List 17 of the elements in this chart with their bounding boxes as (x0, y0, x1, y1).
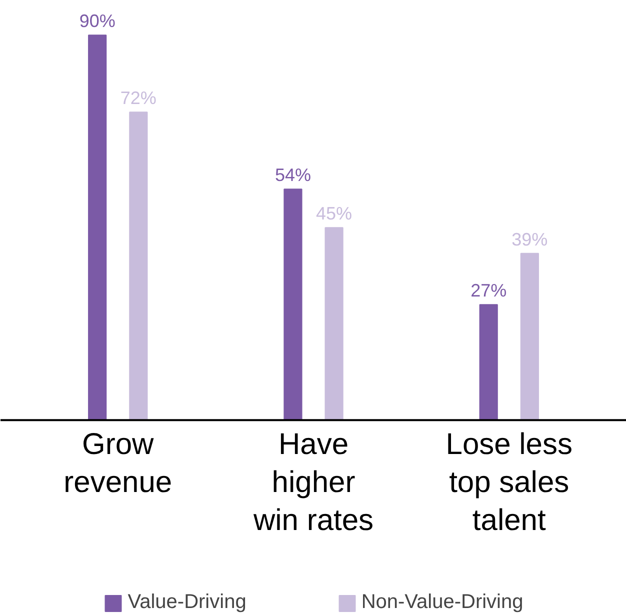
bar (479, 304, 498, 421)
data-label: 39% (512, 229, 548, 250)
data-label: 90% (79, 11, 116, 32)
legend-label: Value-Driving (128, 591, 246, 614)
legend-label: Non-Value-Driving (361, 591, 524, 614)
bar (324, 227, 344, 421)
data-label: 54% (274, 165, 311, 186)
data-label: 45% (316, 204, 352, 224)
x-tick-label: Have higher win rates (252, 428, 374, 538)
x-tick-label: Grow revenue (64, 428, 172, 500)
bar (520, 252, 539, 421)
bar (88, 34, 107, 421)
x-tick-label: Lose less top sales talent (446, 428, 573, 538)
data-label: 72% (120, 88, 156, 108)
data-label: 27% (470, 280, 507, 301)
bar (284, 188, 302, 421)
bar (129, 112, 148, 421)
